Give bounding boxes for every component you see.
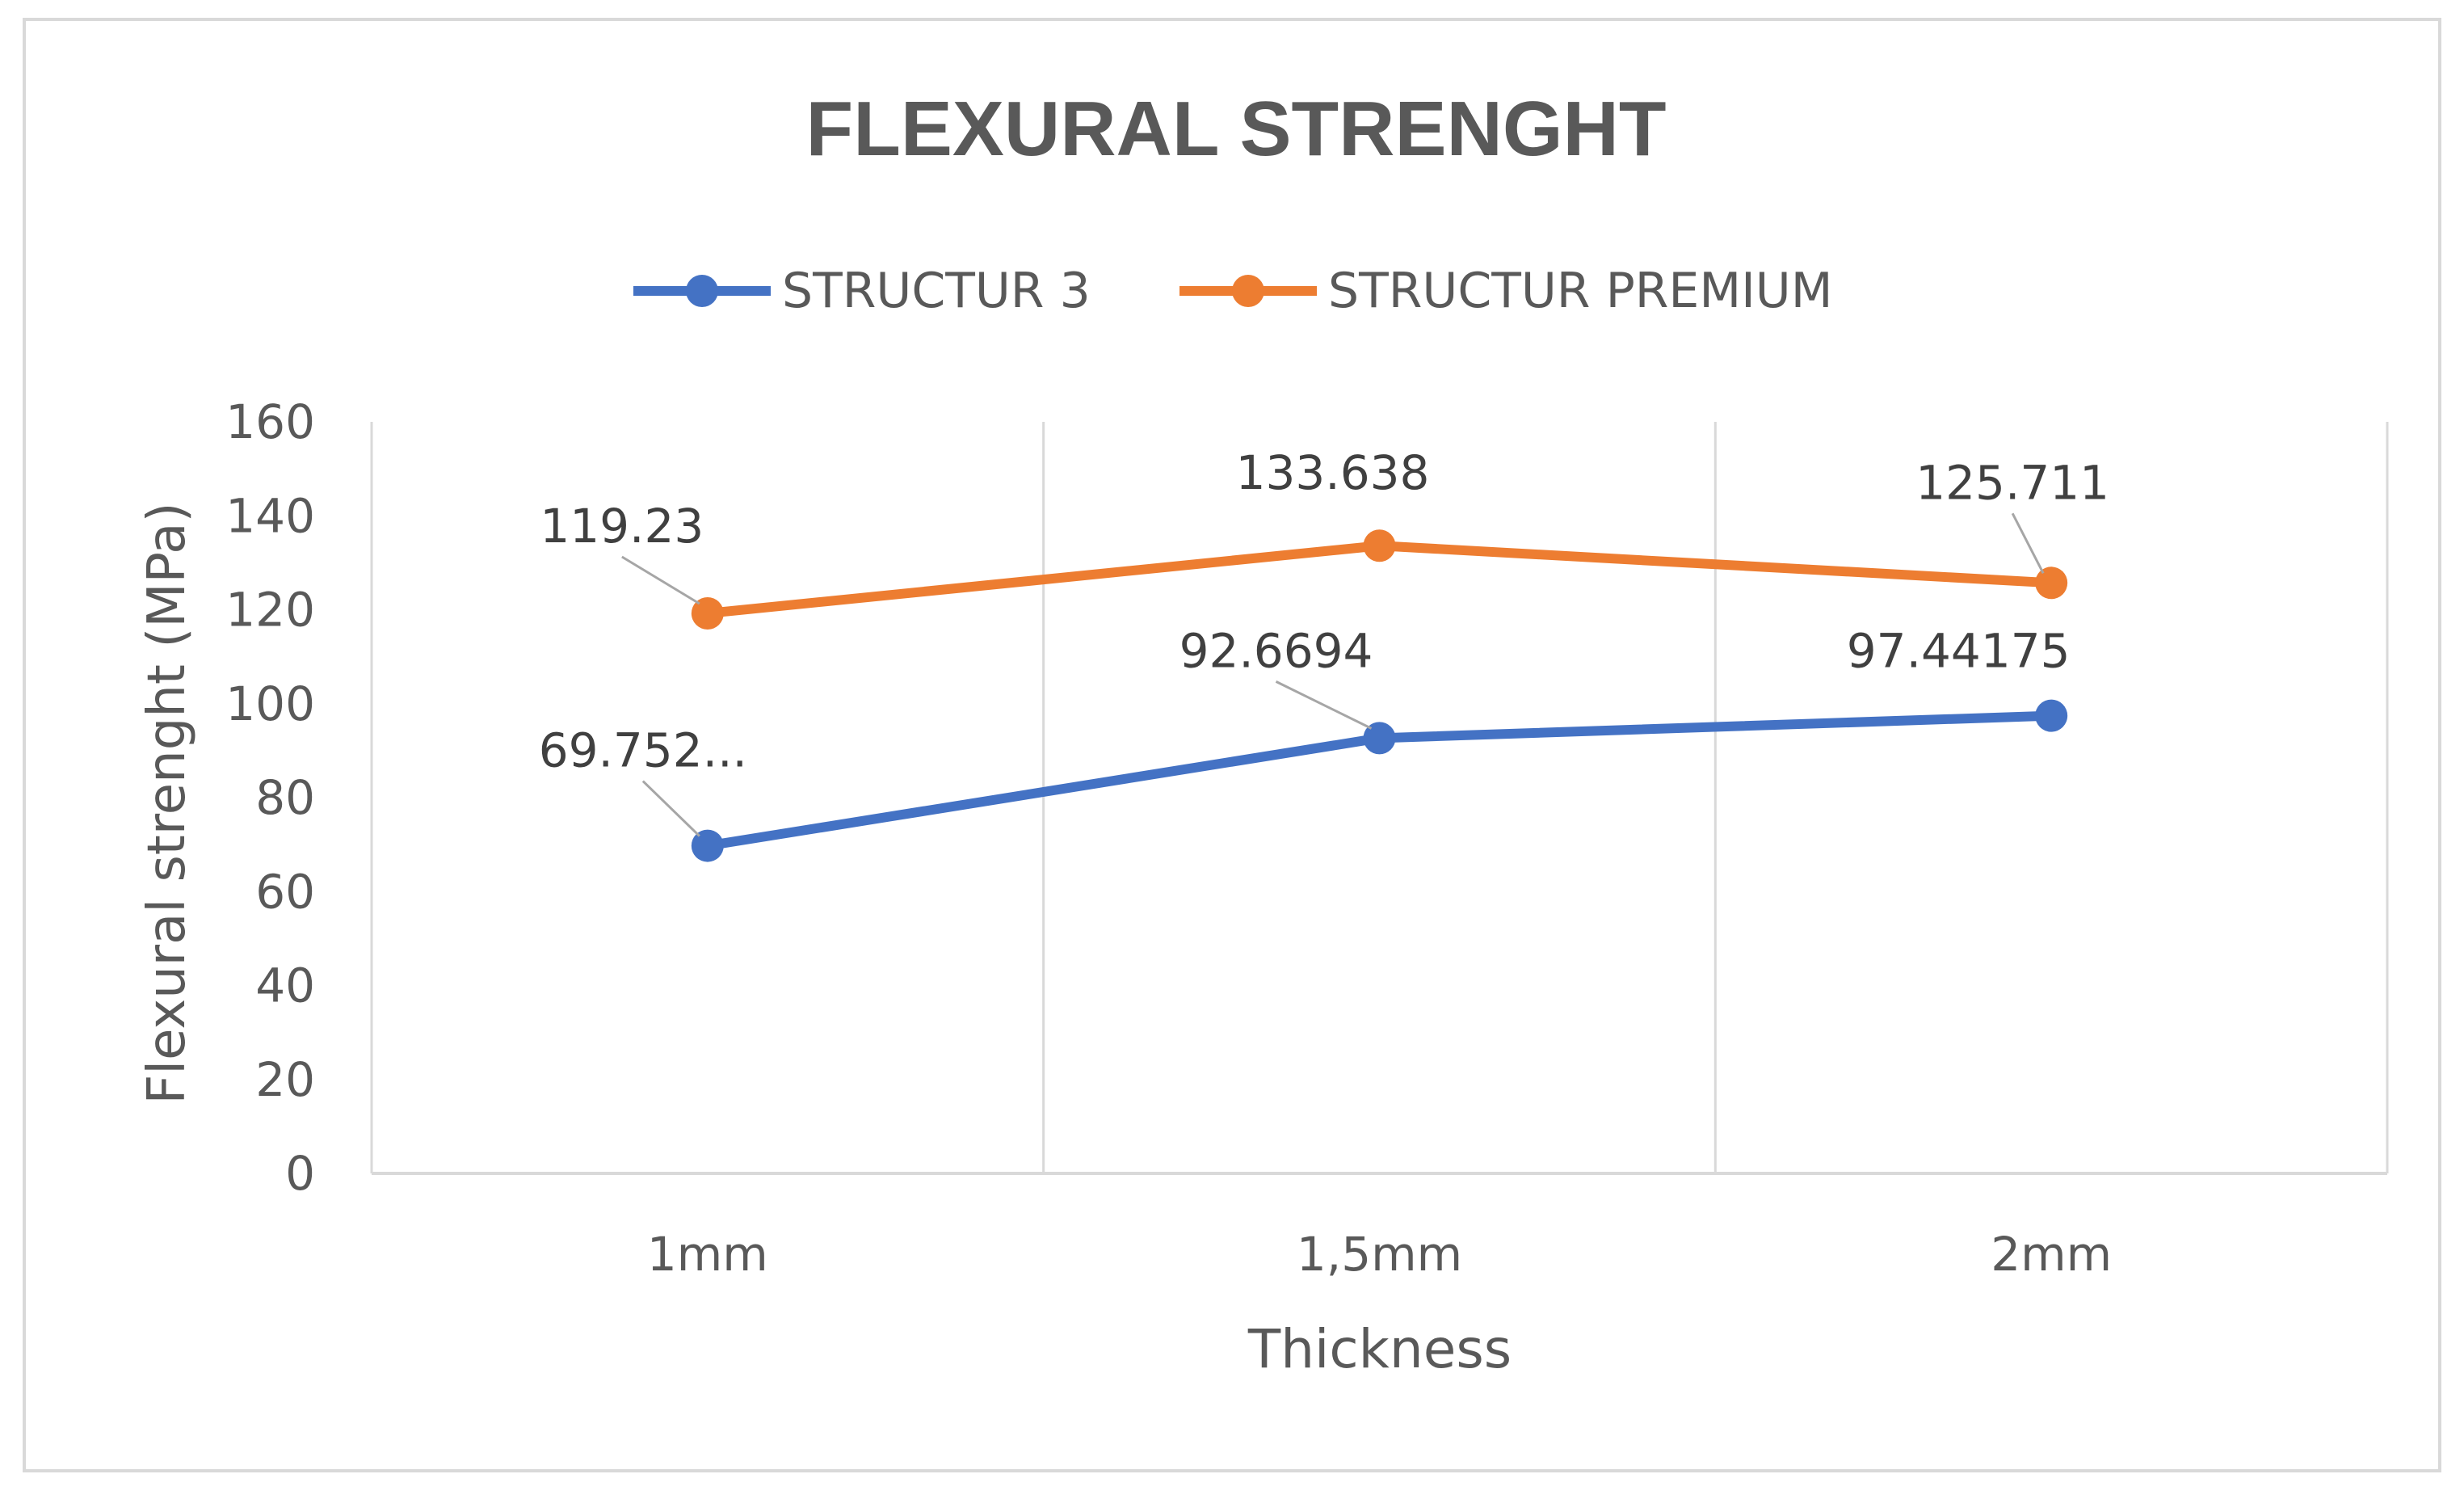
series-2-point — [1363, 529, 1396, 562]
y-tick-label: 140 — [225, 488, 315, 543]
data-label-leader — [1275, 680, 1373, 730]
legend-label-structur-premium: STRUCTUR PREMIUM — [1328, 263, 1833, 319]
data-label: 69.752... — [539, 723, 747, 778]
data-label: 119.23 — [540, 499, 704, 554]
y-tick-label: 80 — [255, 770, 315, 825]
series-1-point — [1363, 722, 1396, 755]
legend-label-structur-3: STRUCTUR 3 — [782, 263, 1091, 319]
y-tick-label: 120 — [225, 583, 315, 638]
series-1-point — [691, 829, 724, 862]
data-label-leader — [2011, 512, 2045, 574]
y-tick-label: 0 — [285, 1146, 315, 1201]
y-tick-label: 20 — [255, 1052, 315, 1107]
y-tick-label: 60 — [255, 864, 315, 919]
x-tick-label: 2mm — [1991, 1227, 2112, 1282]
legend-item-structur-3: STRUCTUR 3 — [633, 263, 1091, 319]
data-label-leader — [641, 780, 700, 837]
legend-marker-structur-3 — [686, 275, 718, 307]
series-2-point — [691, 596, 724, 630]
x-axis-title: Thickness — [1247, 1318, 1512, 1380]
series-1-point — [2035, 699, 2068, 732]
chart-title: FLEXURAL STRENGHT — [806, 86, 1667, 172]
y-tick-label: 40 — [255, 958, 315, 1013]
y-axis-title: Flexural strenght (MPa) — [137, 503, 197, 1105]
y-tick-label: 100 — [225, 676, 315, 731]
data-label: 97.44175 — [1847, 624, 2071, 679]
data-label: 125.711 — [1915, 455, 2109, 510]
y-tick-labels: 0 20 40 60 80 100 120 140 160 — [225, 394, 315, 1201]
x-tick-label: 1,5mm — [1297, 1227, 1462, 1282]
series-layer — [691, 529, 2068, 862]
legend-marker-structur-premium — [1232, 275, 1264, 307]
data-labels: 69.752... 92.6694 97.44175 119.23 133.638 125… — [539, 445, 2109, 837]
x-tick-label: 1mm — [647, 1227, 768, 1282]
data-label-leader — [621, 555, 700, 605]
gridlines — [370, 422, 2389, 1175]
x-tick-labels: 1mm 1,5mm 2mm — [647, 1227, 2112, 1282]
chart-frame — [23, 18, 2441, 1472]
legend-item-structur-premium: STRUCTUR PREMIUM — [1179, 263, 1833, 319]
data-label: 92.6694 — [1179, 623, 1373, 678]
data-label: 133.638 — [1236, 445, 1430, 500]
series-2-point — [2035, 566, 2068, 600]
y-tick-label: 160 — [225, 394, 315, 449]
legend: STRUCTUR 3 STRUCTUR PREMIUM — [633, 263, 1833, 319]
